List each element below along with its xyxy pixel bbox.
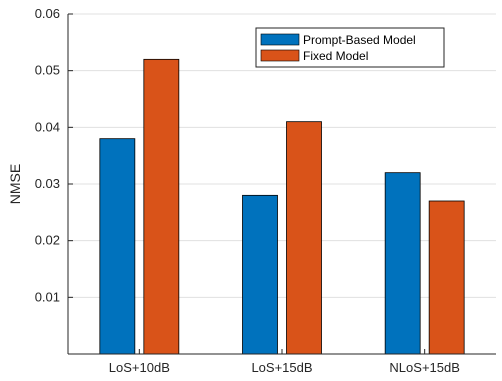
legend: Prompt-Based Model Fixed Model: [255, 27, 445, 68]
bar-series2-1: [286, 121, 322, 355]
bar-series1-0: [99, 138, 136, 355]
x-tick-label: LoS+10dB: [109, 360, 170, 375]
legend-label: Fixed Model: [303, 49, 368, 63]
axes: 0.01 0.02 0.03 0.04 0.05 0.06 LoS+10dB LoS+15dB…: [35, 6, 496, 375]
x-tick-label: LoS+15dB: [251, 360, 312, 375]
y-tick-label: 0.06: [35, 6, 60, 21]
bar-series1-2: [384, 172, 421, 355]
y-axis-label: NMSE: [7, 164, 23, 204]
y-tick-label: 0.01: [35, 289, 60, 304]
grid-lines: [68, 13, 496, 298]
bar-series1-1: [242, 194, 278, 355]
legend-swatch: [260, 33, 300, 46]
y-tick-label: 0.04: [35, 119, 60, 134]
bar-series2-2: [428, 200, 465, 355]
legend-swatch: [260, 49, 300, 62]
x-tick-label: NLoS+15dB: [389, 360, 459, 375]
y-tick-label: 0.03: [35, 176, 60, 191]
y-tick-label: 0.05: [35, 63, 60, 78]
y-tick-label: 0.02: [35, 233, 60, 248]
bar-series2-0: [143, 58, 180, 355]
bars: [99, 58, 465, 355]
legend-label: Prompt-Based Model: [303, 33, 416, 47]
